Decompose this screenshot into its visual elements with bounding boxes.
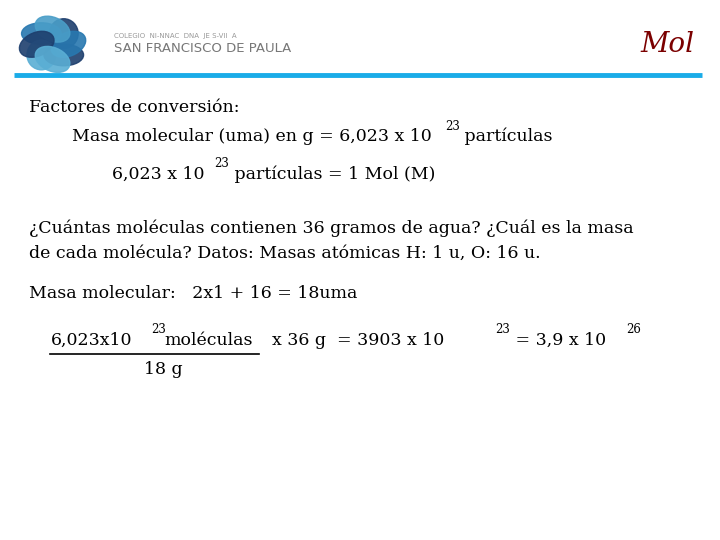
Ellipse shape — [19, 31, 54, 57]
Text: = 3,9 x 10: = 3,9 x 10 — [510, 332, 606, 348]
Text: Masa molecular:   2x1 + 16 = 18uma: Masa molecular: 2x1 + 16 = 18uma — [29, 285, 357, 302]
Text: 6,023x10: 6,023x10 — [50, 332, 132, 348]
Text: 26: 26 — [626, 322, 642, 336]
Text: 23: 23 — [495, 322, 510, 336]
Ellipse shape — [35, 46, 70, 72]
Text: 23: 23 — [215, 157, 230, 171]
Text: partículas: partículas — [459, 128, 553, 145]
Text: moléculas: moléculas — [164, 332, 253, 348]
Text: SAN FRANCISCO DE PAULA: SAN FRANCISCO DE PAULA — [114, 42, 291, 55]
Text: Masa molecular (uma) en g = 6,023 x 10: Masa molecular (uma) en g = 6,023 x 10 — [72, 129, 432, 145]
Ellipse shape — [51, 31, 86, 57]
Ellipse shape — [22, 23, 61, 44]
Text: de cada molécula? Datos: Masas atómicas H: 1 u, O: 16 u.: de cada molécula? Datos: Masas atómicas … — [29, 245, 541, 262]
Text: x 36 g  = 3903 x 10: x 36 g = 3903 x 10 — [261, 332, 444, 348]
Ellipse shape — [27, 40, 55, 70]
Text: 18 g: 18 g — [144, 361, 183, 377]
Text: partículas = 1 Mol (M): partículas = 1 Mol (M) — [229, 166, 436, 183]
Ellipse shape — [50, 19, 78, 49]
Ellipse shape — [44, 44, 84, 66]
Text: 23: 23 — [151, 322, 166, 336]
Text: 23: 23 — [445, 119, 460, 133]
Ellipse shape — [35, 16, 70, 42]
Text: 6,023 x 10: 6,023 x 10 — [112, 166, 204, 183]
Text: Mol: Mol — [641, 31, 695, 58]
Text: Factores de conversión:: Factores de conversión: — [29, 99, 239, 117]
Text: COLEGIO  NI-NNAC  DNA  JE S-VII  A: COLEGIO NI-NNAC DNA JE S-VII A — [114, 33, 236, 39]
Text: ¿Cuántas moléculas contienen 36 gramos de agua? ¿Cuál es la masa: ¿Cuántas moléculas contienen 36 gramos d… — [29, 220, 634, 237]
